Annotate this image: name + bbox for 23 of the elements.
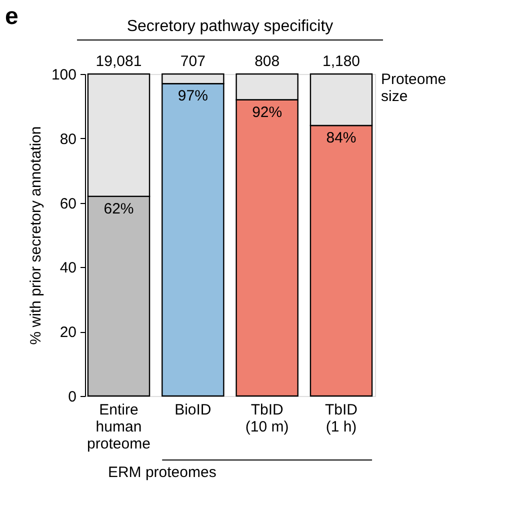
y-tick-label: 0 <box>68 388 76 406</box>
x-tick-label: Entire human proteome <box>87 402 150 452</box>
x-tick-label: BioID <box>174 402 212 418</box>
text: e <box>5 3 18 30</box>
text: 808 <box>254 53 280 70</box>
y-tick-label: 20 <box>60 324 76 342</box>
data-label: 84% <box>326 130 356 147</box>
text: Proteome size <box>381 71 446 105</box>
x-tick-label: TbID (1 h) <box>324 402 358 436</box>
y-tick-label: 80 <box>60 130 76 148</box>
text: 19,081 <box>96 53 142 70</box>
y-tick-label: 40 <box>60 260 76 277</box>
y-tick-label: 100 <box>51 66 76 84</box>
data-label: 97% <box>178 88 208 105</box>
data-label: 92% <box>252 104 282 121</box>
text: ERM proteomes <box>108 464 216 481</box>
text: 1,180 <box>322 53 360 70</box>
x-tick-label: TbID (10 m) <box>245 402 289 436</box>
chart-title: Secretory pathway specificity <box>126 18 334 35</box>
data-label: 62% <box>104 200 134 218</box>
text: 707 <box>180 53 206 70</box>
y-tick-label: 60 <box>60 195 76 212</box>
y-axis-title: % with prior secretory annotation <box>27 126 44 345</box>
